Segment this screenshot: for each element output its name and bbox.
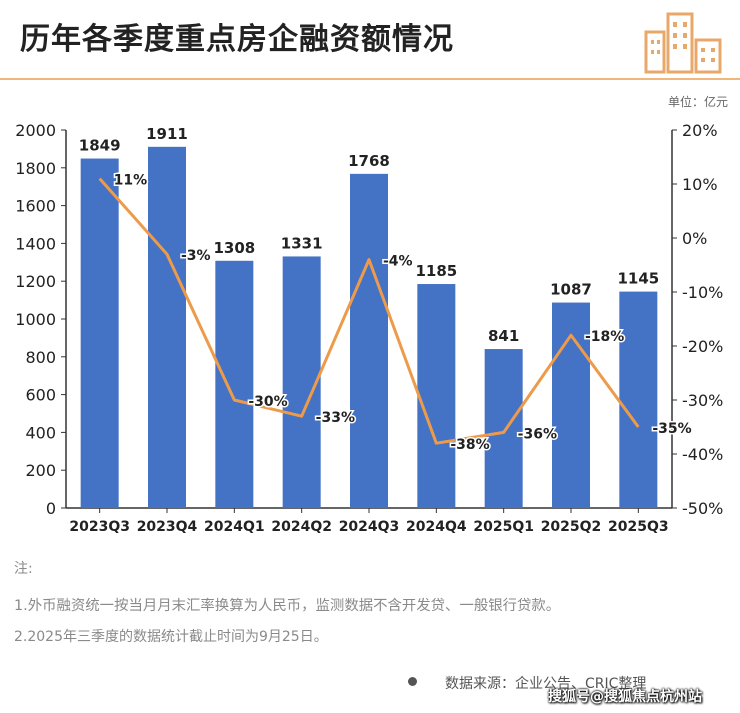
y-tick-label: 600: [25, 386, 56, 405]
bar-value-label: 1849: [79, 137, 121, 155]
line-point-label: 11%: [114, 173, 148, 189]
unit-label: 单位：亿元: [667, 95, 728, 109]
line-point-label: -18%: [585, 329, 624, 345]
y-tick-label: 800: [25, 348, 56, 367]
bullet-icon: [408, 677, 417, 686]
bar: [80, 158, 119, 508]
bar: [282, 256, 321, 508]
y2-tick-label: -20%: [682, 337, 723, 356]
note-line-1: 1.外币融资统一按当月月末汇率换算为人民币，监测数据不含开发贷、一般银行贷款。: [14, 598, 561, 614]
y2-tick-label: -10%: [682, 283, 723, 302]
bar-value-label: 1308: [213, 239, 255, 257]
data-source: 数据来源：企业公告、CRIC整理: [445, 676, 647, 692]
x-tick-label: 2024Q1: [204, 519, 265, 535]
growth-line: [98, 177, 640, 445]
bar: [215, 260, 254, 508]
bar-value-label: 1087: [550, 281, 592, 299]
x-tick-label: 2024Q2: [271, 519, 332, 535]
y2-tick-label: 10%: [682, 175, 718, 194]
bar: [350, 173, 388, 508]
bar: [619, 291, 658, 508]
y-tick-label: 1400: [15, 234, 56, 253]
bar-value-label: 841: [488, 327, 519, 345]
y2-tick-label: -40%: [682, 445, 723, 464]
line-point-label: -3%: [181, 248, 211, 264]
x-tick-label: 2025Q1: [473, 519, 534, 535]
y2-tick-label: 0%: [682, 229, 707, 248]
y2-tick-label: -30%: [682, 391, 723, 410]
x-tick-label: 2025Q3: [608, 519, 669, 535]
x-tick-label: 2023Q3: [69, 519, 130, 535]
bar: [148, 146, 186, 509]
y-tick-label: 1800: [15, 159, 56, 178]
y-tick-label: 0: [46, 499, 56, 518]
line-point-label: -38%: [450, 437, 489, 453]
y2-tick-label: 20%: [682, 121, 718, 140]
line-point-label: -36%: [518, 426, 557, 442]
chart-title: 历年各季度重点房企融资额情况: [20, 22, 454, 57]
line-point-label: -30%: [248, 394, 287, 410]
combo-chart: 0 200 400 600 800 1000 1200 1400 1600 1800 2000 -50…: [15, 121, 723, 535]
bar-value-label: 1331: [281, 234, 323, 252]
x-tick-label: 2024Q4: [406, 519, 467, 535]
notes-heading: 注:: [14, 561, 33, 577]
y-tick-label: 2000: [15, 121, 56, 140]
x-tick-label: 2023Q4: [137, 519, 198, 535]
bar-value-label: 1911: [146, 125, 188, 143]
line-point-label: -35%: [652, 421, 691, 437]
x-tick-label: 2024Q3: [339, 519, 400, 535]
y-tick-label: 400: [25, 423, 56, 442]
y2-tick-label: -50%: [682, 499, 723, 518]
bar-value-label: 1185: [415, 262, 457, 280]
line-point-label: -4%: [383, 254, 413, 270]
title-divider: [0, 78, 740, 80]
x-tick-label: 2025Q2: [541, 519, 602, 535]
bar: [417, 284, 456, 508]
bar-value-label: 1145: [617, 270, 659, 288]
y-tick-label: 200: [25, 461, 56, 480]
watermark: 搜狐号@搜狐焦点杭州站: [548, 689, 702, 705]
bar: [484, 349, 523, 508]
bar-value-label: 1768: [348, 152, 390, 170]
y-tick-label: 1200: [15, 272, 56, 291]
y-tick-label: 1600: [15, 197, 56, 216]
line-point-label: -33%: [316, 410, 355, 426]
note-line-2: 2.2025年三季度的数据统计截止时间为9月25日。: [14, 629, 328, 645]
y-tick-label: 1000: [15, 310, 56, 329]
buildings-icon: [640, 6, 730, 78]
